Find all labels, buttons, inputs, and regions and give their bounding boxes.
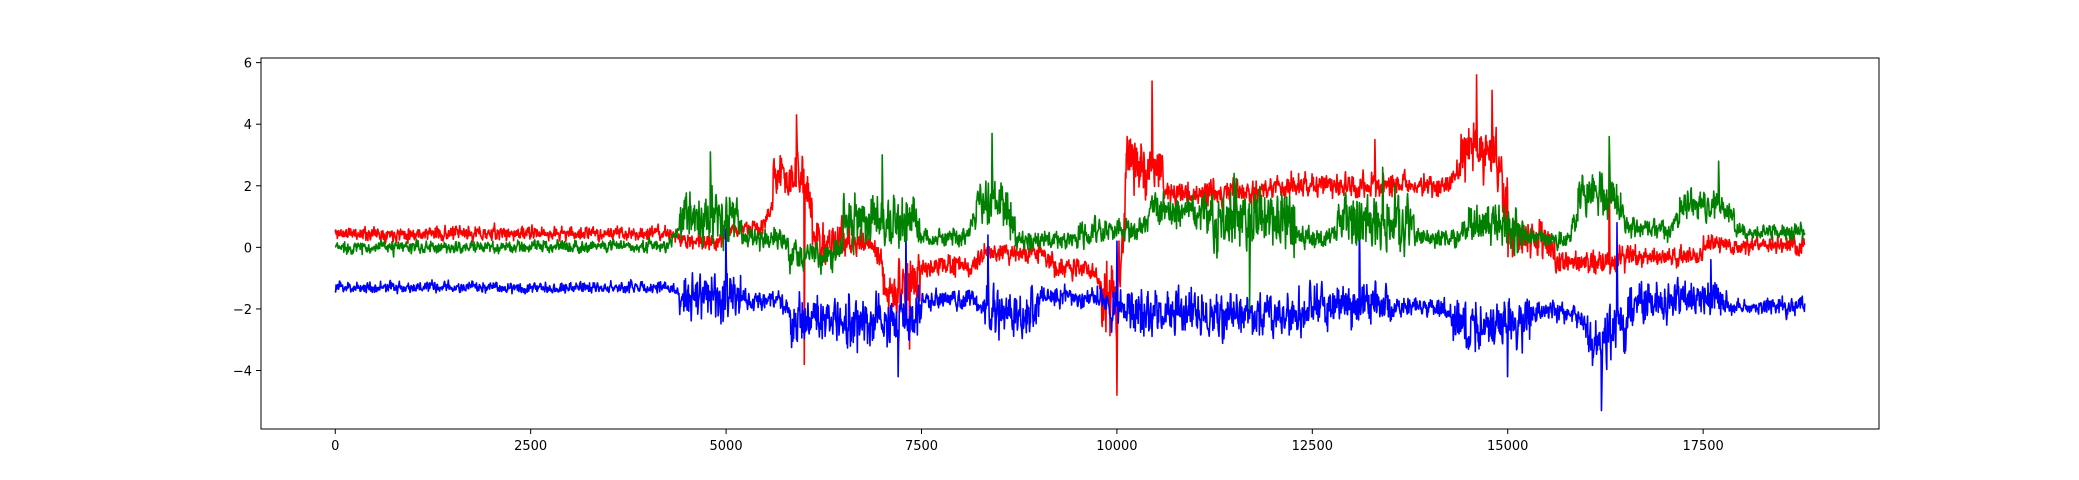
x-tick-label: 15000 xyxy=(1487,439,1528,454)
series-line-2 xyxy=(334,132,1806,310)
y-tick-label: 6 xyxy=(244,57,252,72)
x-tick-label: 2500 xyxy=(514,439,547,454)
y-tick-label: −2 xyxy=(233,303,252,318)
y-axis: −4 −2 0 2 4 6 xyxy=(233,57,261,380)
x-tick-label: 5000 xyxy=(710,439,743,454)
y-tick-label: −4 xyxy=(233,365,252,380)
series-layer xyxy=(334,74,1806,412)
x-tick-label: 12500 xyxy=(1292,439,1333,454)
series-line-1 xyxy=(334,218,1806,412)
x-tick-label: 7500 xyxy=(905,439,938,454)
x-tick-label: 10000 xyxy=(1096,439,1137,454)
y-tick-label: 4 xyxy=(244,118,252,133)
y-tick-label: 0 xyxy=(244,241,252,256)
series-line-0 xyxy=(334,74,1806,396)
y-tick-label: 2 xyxy=(244,180,252,195)
axes-frame xyxy=(260,57,1880,430)
x-tick-label: 0 xyxy=(331,439,339,454)
plot-area xyxy=(334,74,1806,412)
x-axis: 0 2500 5000 7500 10000 12500 15000 17500 xyxy=(331,429,1724,454)
x-tick-label: 17500 xyxy=(1682,439,1723,454)
